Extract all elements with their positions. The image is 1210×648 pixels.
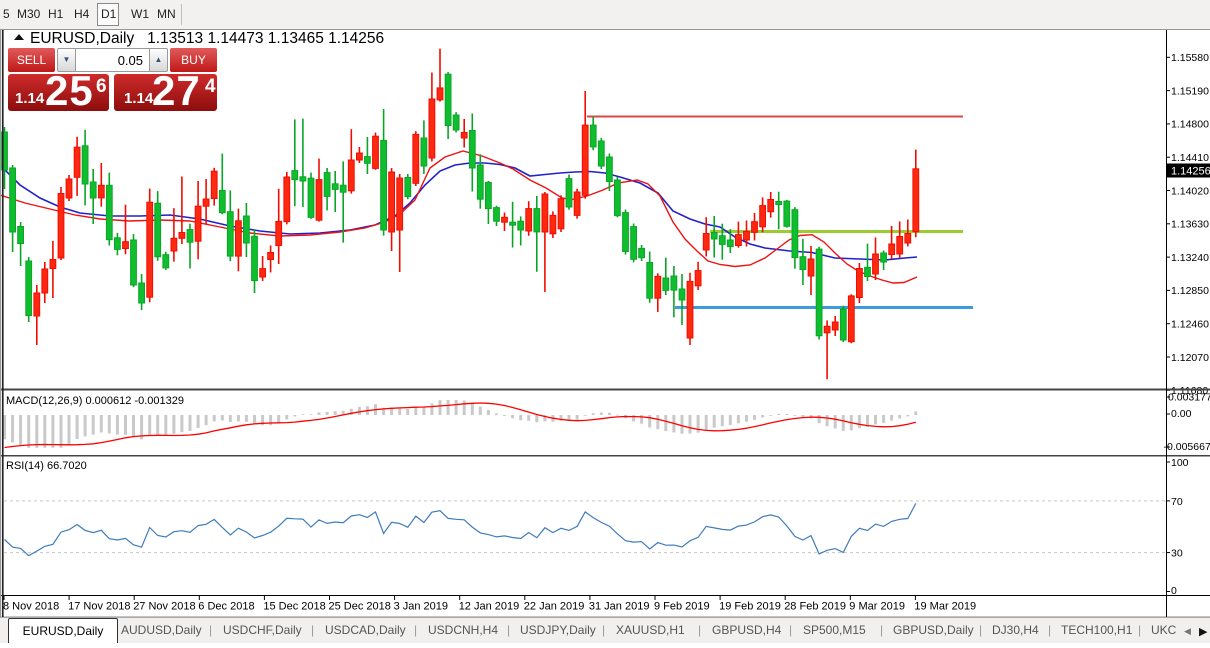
svg-text:1.13240: 1.13240 xyxy=(1171,252,1209,264)
svg-text:-0.005667: -0.005667 xyxy=(1164,441,1210,453)
svg-text:1.12070: 1.12070 xyxy=(1171,352,1209,364)
svg-text:0.003177: 0.003177 xyxy=(1168,392,1210,404)
svg-text:8 Nov 2018: 8 Nov 2018 xyxy=(3,601,59,613)
svg-text:19 Mar 2019: 19 Mar 2019 xyxy=(914,601,976,613)
svg-text:1.13630: 1.13630 xyxy=(1171,219,1209,231)
svg-text:28 Feb 2019: 28 Feb 2019 xyxy=(784,601,846,613)
svg-text:9 Feb 2019: 9 Feb 2019 xyxy=(654,601,710,613)
svg-text:22 Jan 2019: 22 Jan 2019 xyxy=(524,601,585,613)
svg-text:6 Dec 2018: 6 Dec 2018 xyxy=(198,601,254,613)
svg-text:0: 0 xyxy=(1171,585,1177,597)
svg-text:RSI(14) 66.7020: RSI(14) 66.7020 xyxy=(6,460,87,472)
svg-text:0.00: 0.00 xyxy=(1171,408,1192,420)
svg-text:1.12850: 1.12850 xyxy=(1171,285,1209,297)
svg-text:1.12460: 1.12460 xyxy=(1171,319,1209,331)
svg-text:1.15580: 1.15580 xyxy=(1171,52,1209,64)
svg-text:15 Dec 2018: 15 Dec 2018 xyxy=(263,601,325,613)
svg-text:70: 70 xyxy=(1171,496,1183,508)
svg-text:1.14020: 1.14020 xyxy=(1171,185,1209,197)
svg-text:1.14800: 1.14800 xyxy=(1171,119,1209,131)
svg-text:3 Jan 2019: 3 Jan 2019 xyxy=(394,601,448,613)
svg-text:27 Nov 2018: 27 Nov 2018 xyxy=(133,601,195,613)
svg-text:30: 30 xyxy=(1171,548,1183,560)
svg-text:9 Mar 2019: 9 Mar 2019 xyxy=(849,601,905,613)
svg-text:19 Feb 2019: 19 Feb 2019 xyxy=(719,601,781,613)
svg-text:MACD(12,26,9) 0.000612 -0.0013: MACD(12,26,9) 0.000612 -0.001329 xyxy=(6,395,184,407)
svg-text:17 Nov 2018: 17 Nov 2018 xyxy=(68,601,130,613)
svg-text:25 Dec 2018: 25 Dec 2018 xyxy=(329,601,391,613)
svg-text:12 Jan 2019: 12 Jan 2019 xyxy=(459,601,520,613)
svg-text:1.14256: 1.14256 xyxy=(1171,166,1210,178)
svg-text:100: 100 xyxy=(1171,457,1189,469)
svg-text:EURUSD,Daily 1.13513 1.14473: EURUSD,Daily 1.13513 1.14473 1.13465 1.1… xyxy=(30,30,384,47)
svg-text:1.14410: 1.14410 xyxy=(1171,152,1209,164)
svg-text:31 Jan 2019: 31 Jan 2019 xyxy=(589,601,650,613)
svg-text:1.15190: 1.15190 xyxy=(1171,85,1209,97)
